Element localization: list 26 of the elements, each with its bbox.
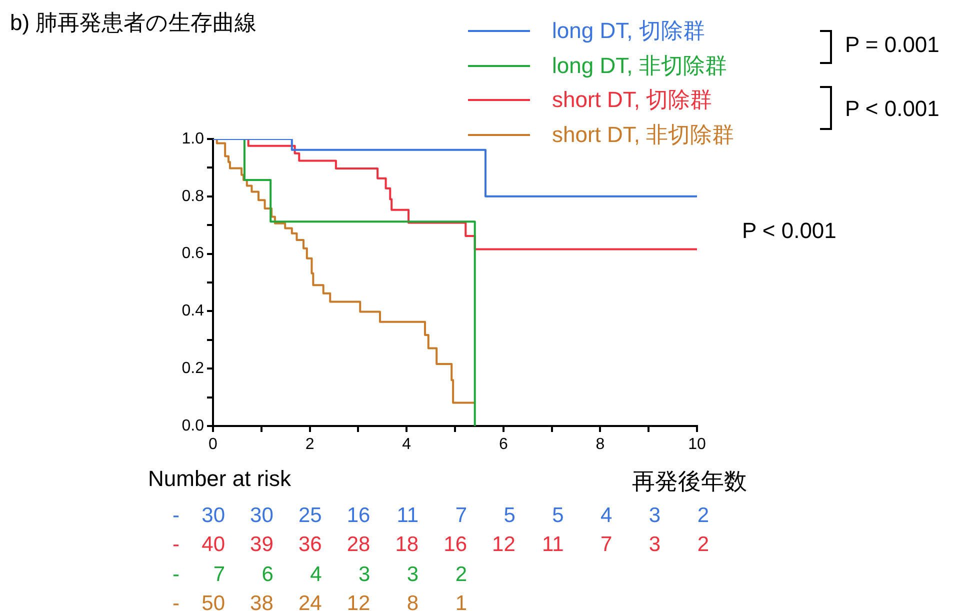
x-tick-label: 2 bbox=[305, 436, 314, 454]
x-tick-label: 10 bbox=[688, 436, 706, 454]
text: - 40 39 36 28 18 16 12 11 7 3 2 bbox=[172, 533, 709, 556]
text: P < 0.001 bbox=[742, 218, 836, 244]
text: P = 0.001 bbox=[845, 32, 940, 58]
y-tick-label: 1.0 bbox=[182, 130, 204, 148]
text: P < 0.001 bbox=[845, 96, 940, 122]
text: - 50 38 24 12 8 1 bbox=[172, 592, 467, 611]
x-tick-label: 8 bbox=[596, 436, 605, 454]
y-tick-label: 0.6 bbox=[182, 245, 204, 262]
text: Number at risk bbox=[148, 466, 292, 492]
x-axis-title: 再発後年数 bbox=[632, 467, 747, 496]
x-tick-label: 6 bbox=[498, 436, 508, 454]
x-tick-label: 4 bbox=[402, 436, 412, 454]
y-tick-label: 0.4 bbox=[182, 302, 204, 320]
legend-label: short DT, 非切除群 bbox=[552, 120, 734, 149]
y-tick-label: 0.8 bbox=[182, 188, 204, 205]
chart-title: b) 肺再発患者の生存曲線 bbox=[10, 9, 257, 37]
text: - 30 30 25 16 11 7 5 5 4 3 2 bbox=[172, 504, 709, 527]
legend-label: long DT, 非切除群 bbox=[552, 52, 727, 80]
y-tick-label: 0.0 bbox=[182, 417, 204, 434]
legend-label: long DT, 切除群 bbox=[552, 17, 705, 46]
x-tick-label: 0 bbox=[208, 436, 218, 454]
legend-label: short DT, 切除群 bbox=[552, 86, 712, 114]
text: - 7 6 4 3 3 2 bbox=[172, 562, 467, 586]
y-tick-label: 0.2 bbox=[182, 360, 204, 378]
